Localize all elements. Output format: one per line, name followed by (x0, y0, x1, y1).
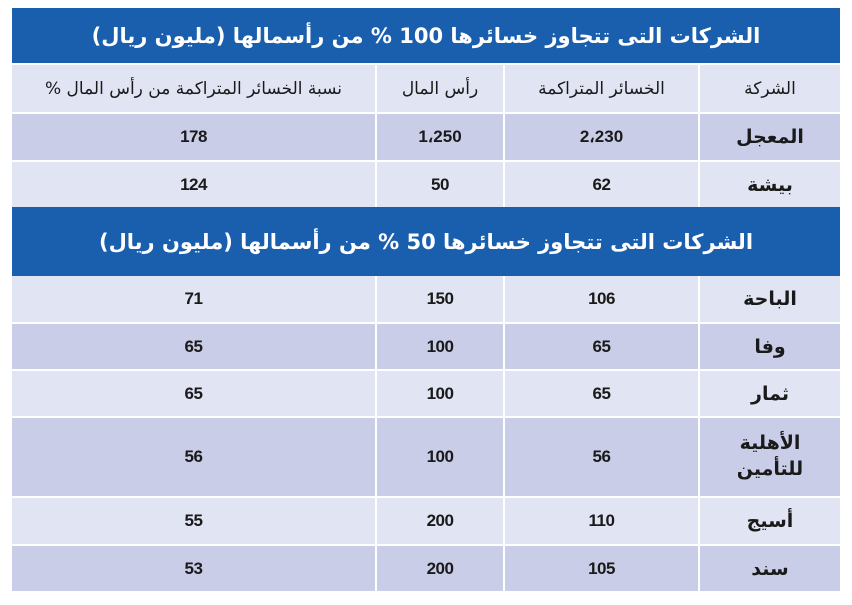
company-name: الأهلية للتأمين (698, 418, 840, 496)
accumulated-losses: 105 (503, 546, 698, 591)
loss-ratio: 65 (184, 336, 203, 356)
company-name: وفا (698, 324, 840, 369)
table-row: سند 105 200 53 (12, 544, 840, 591)
accumulated-losses: 65 (503, 324, 698, 369)
table-row: ثمار 65 100 65 (12, 369, 840, 416)
table-row: أسيج 110 200 55 (12, 496, 840, 544)
company-name: سند (698, 546, 840, 591)
header-loss-ratio: نسبة الخسائر المتراكمة من رأس المال % (44, 78, 343, 99)
table-header-row: الشركة الخسائر المتراكمة رأس المال نسبة … (12, 63, 840, 112)
loss-ratio: 55 (184, 511, 203, 530)
header-company: الشركة (698, 65, 840, 112)
loss-ratio: 178 (180, 127, 207, 146)
company-name: أسيج (698, 498, 840, 544)
loss-ratio: 65 (184, 383, 203, 403)
table-row: بيشة 62 50 124 (12, 160, 840, 207)
capital: 100 (375, 324, 503, 369)
capital: 50 (375, 162, 503, 207)
accumulated-losses: 106 (503, 276, 698, 322)
capital: 100 (375, 418, 503, 496)
section-1-title: الشركات التى تتجاوز خسائرها 100 % من رأس… (12, 8, 840, 63)
table-row: الأهلية للتأمين 56 100 56 (12, 416, 840, 496)
table-row: الباحة 106 150 71 (12, 276, 840, 322)
table-row: المعجل 2،230 1،250 178 (12, 112, 840, 160)
losses-table: الشركات التى تتجاوز خسائرها 100 % من رأس… (12, 8, 840, 591)
header-accumulated-losses: الخسائر المتراكمة (503, 65, 698, 112)
section-2-title: الشركات التى تتجاوز خسائرها 50 % من رأسم… (12, 207, 840, 276)
capital: 100 (375, 371, 503, 416)
capital: 150 (375, 276, 503, 322)
loss-ratio: 71 (184, 289, 203, 308)
company-name: المعجل (698, 114, 840, 160)
header-capital: رأس المال (375, 65, 503, 112)
company-name: ثمار (698, 371, 840, 416)
loss-ratio: 124 (180, 174, 207, 194)
table-row: وفا 65 100 65 (12, 322, 840, 369)
accumulated-losses: 2،230 (503, 114, 698, 160)
accumulated-losses: 65 (503, 371, 698, 416)
loss-ratio: 53 (184, 558, 203, 578)
capital: 200 (375, 546, 503, 591)
accumulated-losses: 62 (503, 162, 698, 207)
capital: 200 (375, 498, 503, 544)
loss-ratio: 56 (184, 447, 203, 466)
accumulated-losses: 110 (503, 498, 698, 544)
company-name: الباحة (698, 276, 840, 322)
capital: 1،250 (375, 114, 503, 160)
accumulated-losses: 56 (503, 418, 698, 496)
company-name: بيشة (698, 162, 840, 207)
